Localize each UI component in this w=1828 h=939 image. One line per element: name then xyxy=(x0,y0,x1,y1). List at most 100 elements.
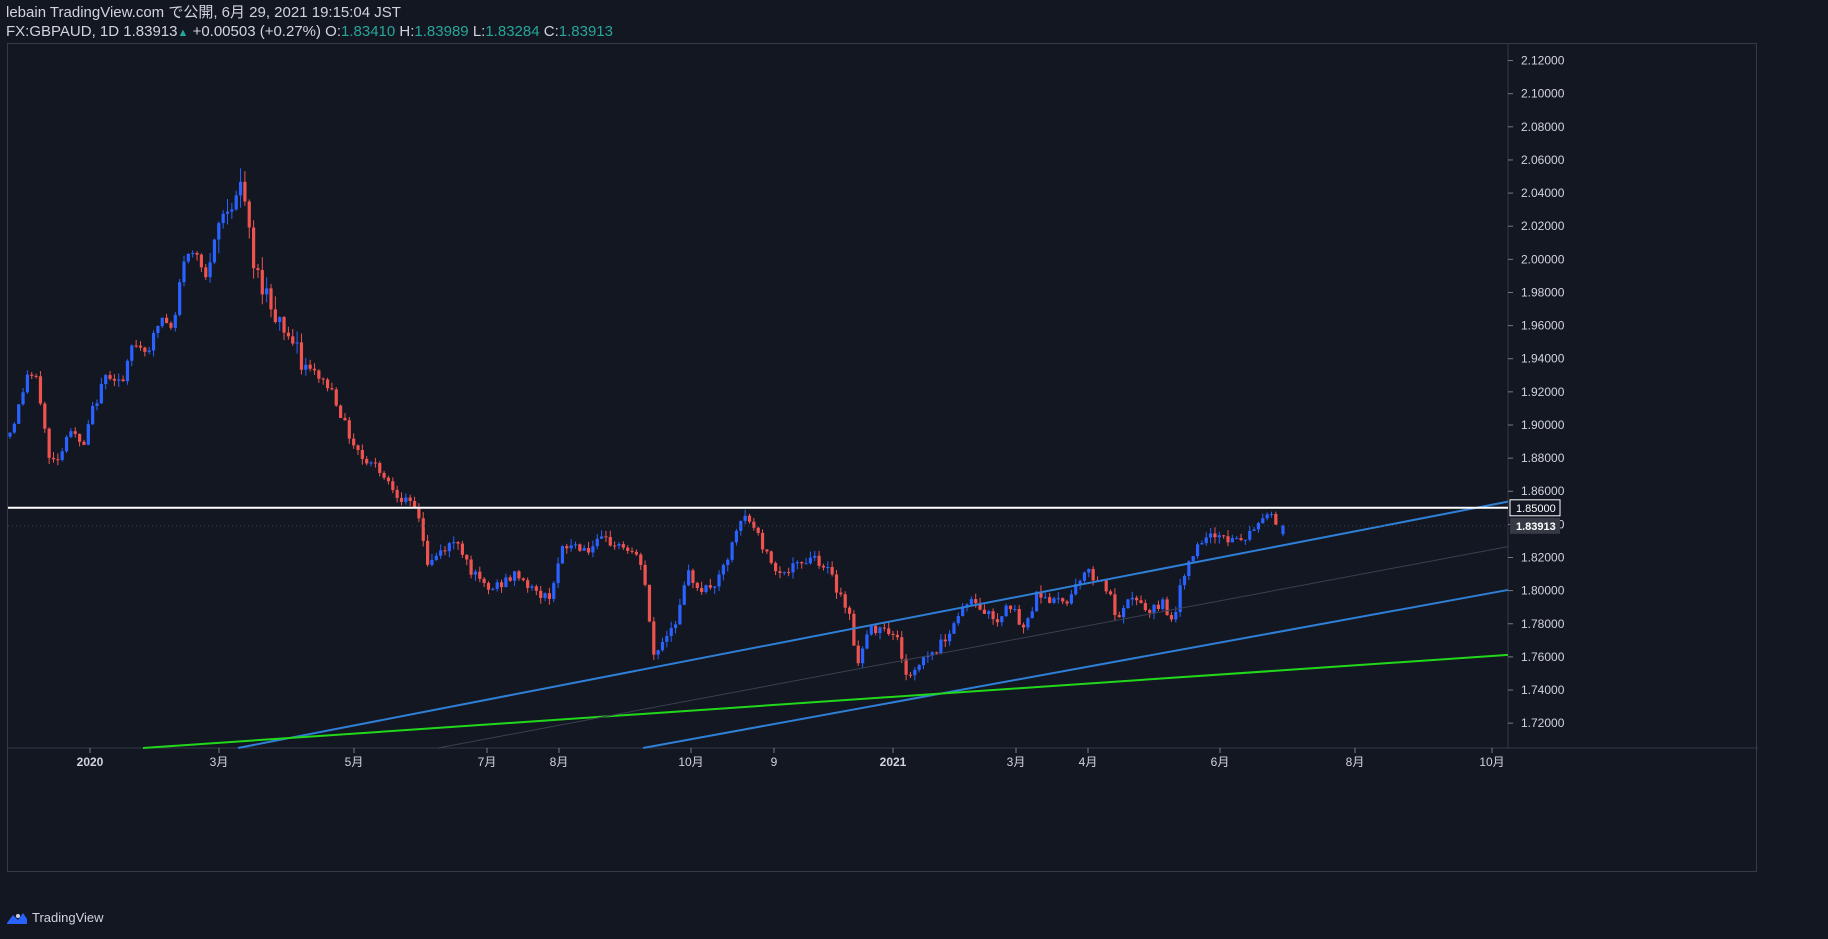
trendline xyxy=(437,546,1509,749)
candle-body xyxy=(987,611,991,614)
candle-body xyxy=(295,342,299,344)
candle-body xyxy=(700,587,704,592)
candle-body xyxy=(1265,514,1269,519)
candle-body xyxy=(1017,608,1021,625)
x-tick-label: 3月 xyxy=(210,755,229,769)
candle-body xyxy=(808,557,812,564)
candle-body xyxy=(1008,605,1013,610)
candle-body xyxy=(565,546,569,549)
candle-body xyxy=(930,652,934,656)
close-value: 1.83913 xyxy=(558,23,613,40)
candle-body xyxy=(252,227,256,269)
candle-body xyxy=(1126,599,1130,609)
candle-body xyxy=(1087,568,1091,573)
candle-body xyxy=(1200,543,1204,545)
candle-body xyxy=(321,378,325,380)
candle-body xyxy=(291,336,295,344)
candle-body xyxy=(1030,611,1034,619)
price-label-text: 1.83913 xyxy=(1516,521,1556,533)
low-value: 1.83284 xyxy=(485,23,540,40)
candle-body xyxy=(1074,584,1078,595)
candle-body xyxy=(95,403,99,406)
candle-body xyxy=(556,563,560,584)
candle-body xyxy=(721,565,725,575)
candle-body xyxy=(730,542,734,560)
candle-body xyxy=(552,583,556,599)
candle-body xyxy=(1139,600,1143,604)
candle-body xyxy=(756,527,760,533)
candle-body xyxy=(921,657,926,666)
candle-body xyxy=(578,544,582,551)
candle-body xyxy=(412,500,417,508)
candle-body xyxy=(404,497,408,502)
candle-body xyxy=(373,462,377,464)
candle-body xyxy=(491,588,495,590)
last-price: 1.83913 xyxy=(123,23,178,40)
candle-body xyxy=(51,457,56,460)
candle-body xyxy=(208,262,212,278)
price-chart[interactable]: 2.12000 2.10000 2.08000 2.06000 2.04000 2.020… xyxy=(8,44,1758,873)
chart-area[interactable]: 2.12000 2.10000 2.08000 2.06000 2.04000 2.020… xyxy=(7,43,1758,873)
candle-body xyxy=(913,669,917,676)
x-tick-label: 5月 xyxy=(345,755,364,769)
high-value: 1.83989 xyxy=(414,23,469,40)
candle-body xyxy=(687,570,691,586)
candle-body xyxy=(1048,597,1052,603)
candle-body xyxy=(60,451,64,460)
candle-body xyxy=(178,282,182,315)
candle-body xyxy=(204,267,208,278)
candle-body xyxy=(1065,601,1069,604)
candle-body xyxy=(800,562,804,564)
candle-body xyxy=(826,567,830,569)
candle-body xyxy=(456,542,460,544)
candle-body xyxy=(130,345,134,361)
candle-body xyxy=(430,559,434,565)
y-tick-label: 2.00000 xyxy=(1521,252,1565,266)
candle-body xyxy=(830,567,834,575)
candle-body xyxy=(956,615,960,624)
candle-body xyxy=(73,431,77,434)
candle-body xyxy=(1261,518,1265,524)
candle-body xyxy=(365,458,369,464)
x-tick-label: 9 xyxy=(771,755,778,769)
candle-body xyxy=(499,582,504,588)
tradingview-logo-icon xyxy=(7,912,27,924)
candle-body xyxy=(182,261,186,283)
candle-body xyxy=(1209,533,1213,538)
candle-body xyxy=(526,580,530,588)
candle-body xyxy=(426,540,430,565)
candle-body xyxy=(600,536,604,539)
candle-body xyxy=(856,645,860,664)
candle-body xyxy=(8,432,12,437)
candle-body xyxy=(64,436,69,452)
candle-body xyxy=(752,521,756,528)
brand-label[interactable]: TradingView xyxy=(32,910,104,925)
candle-body xyxy=(547,593,551,599)
candle-body xyxy=(312,368,317,371)
candle-body xyxy=(1256,523,1261,530)
candle-body xyxy=(1035,591,1039,612)
candle-body xyxy=(934,652,939,654)
candle-body xyxy=(486,583,491,590)
candle-body xyxy=(134,345,138,347)
candle-body xyxy=(695,582,699,588)
candle-body xyxy=(1043,597,1047,599)
candle-body xyxy=(173,314,177,328)
candle-body xyxy=(991,611,995,620)
candle-body xyxy=(243,181,247,202)
candle-body xyxy=(982,609,986,614)
candle-body xyxy=(391,481,395,490)
candle-body xyxy=(225,211,230,214)
candle-body xyxy=(17,404,21,424)
candle-body xyxy=(334,389,338,406)
candle-body xyxy=(621,544,625,548)
candle-body xyxy=(408,497,412,501)
candle-body xyxy=(517,571,521,579)
x-tick-label: 4月 xyxy=(1079,755,1098,769)
candle-body xyxy=(852,613,856,646)
candle-body xyxy=(1108,591,1113,595)
candle-body xyxy=(169,322,173,328)
symbol-label[interactable]: FX:GBPAUD, 1D xyxy=(6,23,120,40)
x-tick-label: 2021 xyxy=(880,755,907,769)
candle-body xyxy=(639,554,643,565)
